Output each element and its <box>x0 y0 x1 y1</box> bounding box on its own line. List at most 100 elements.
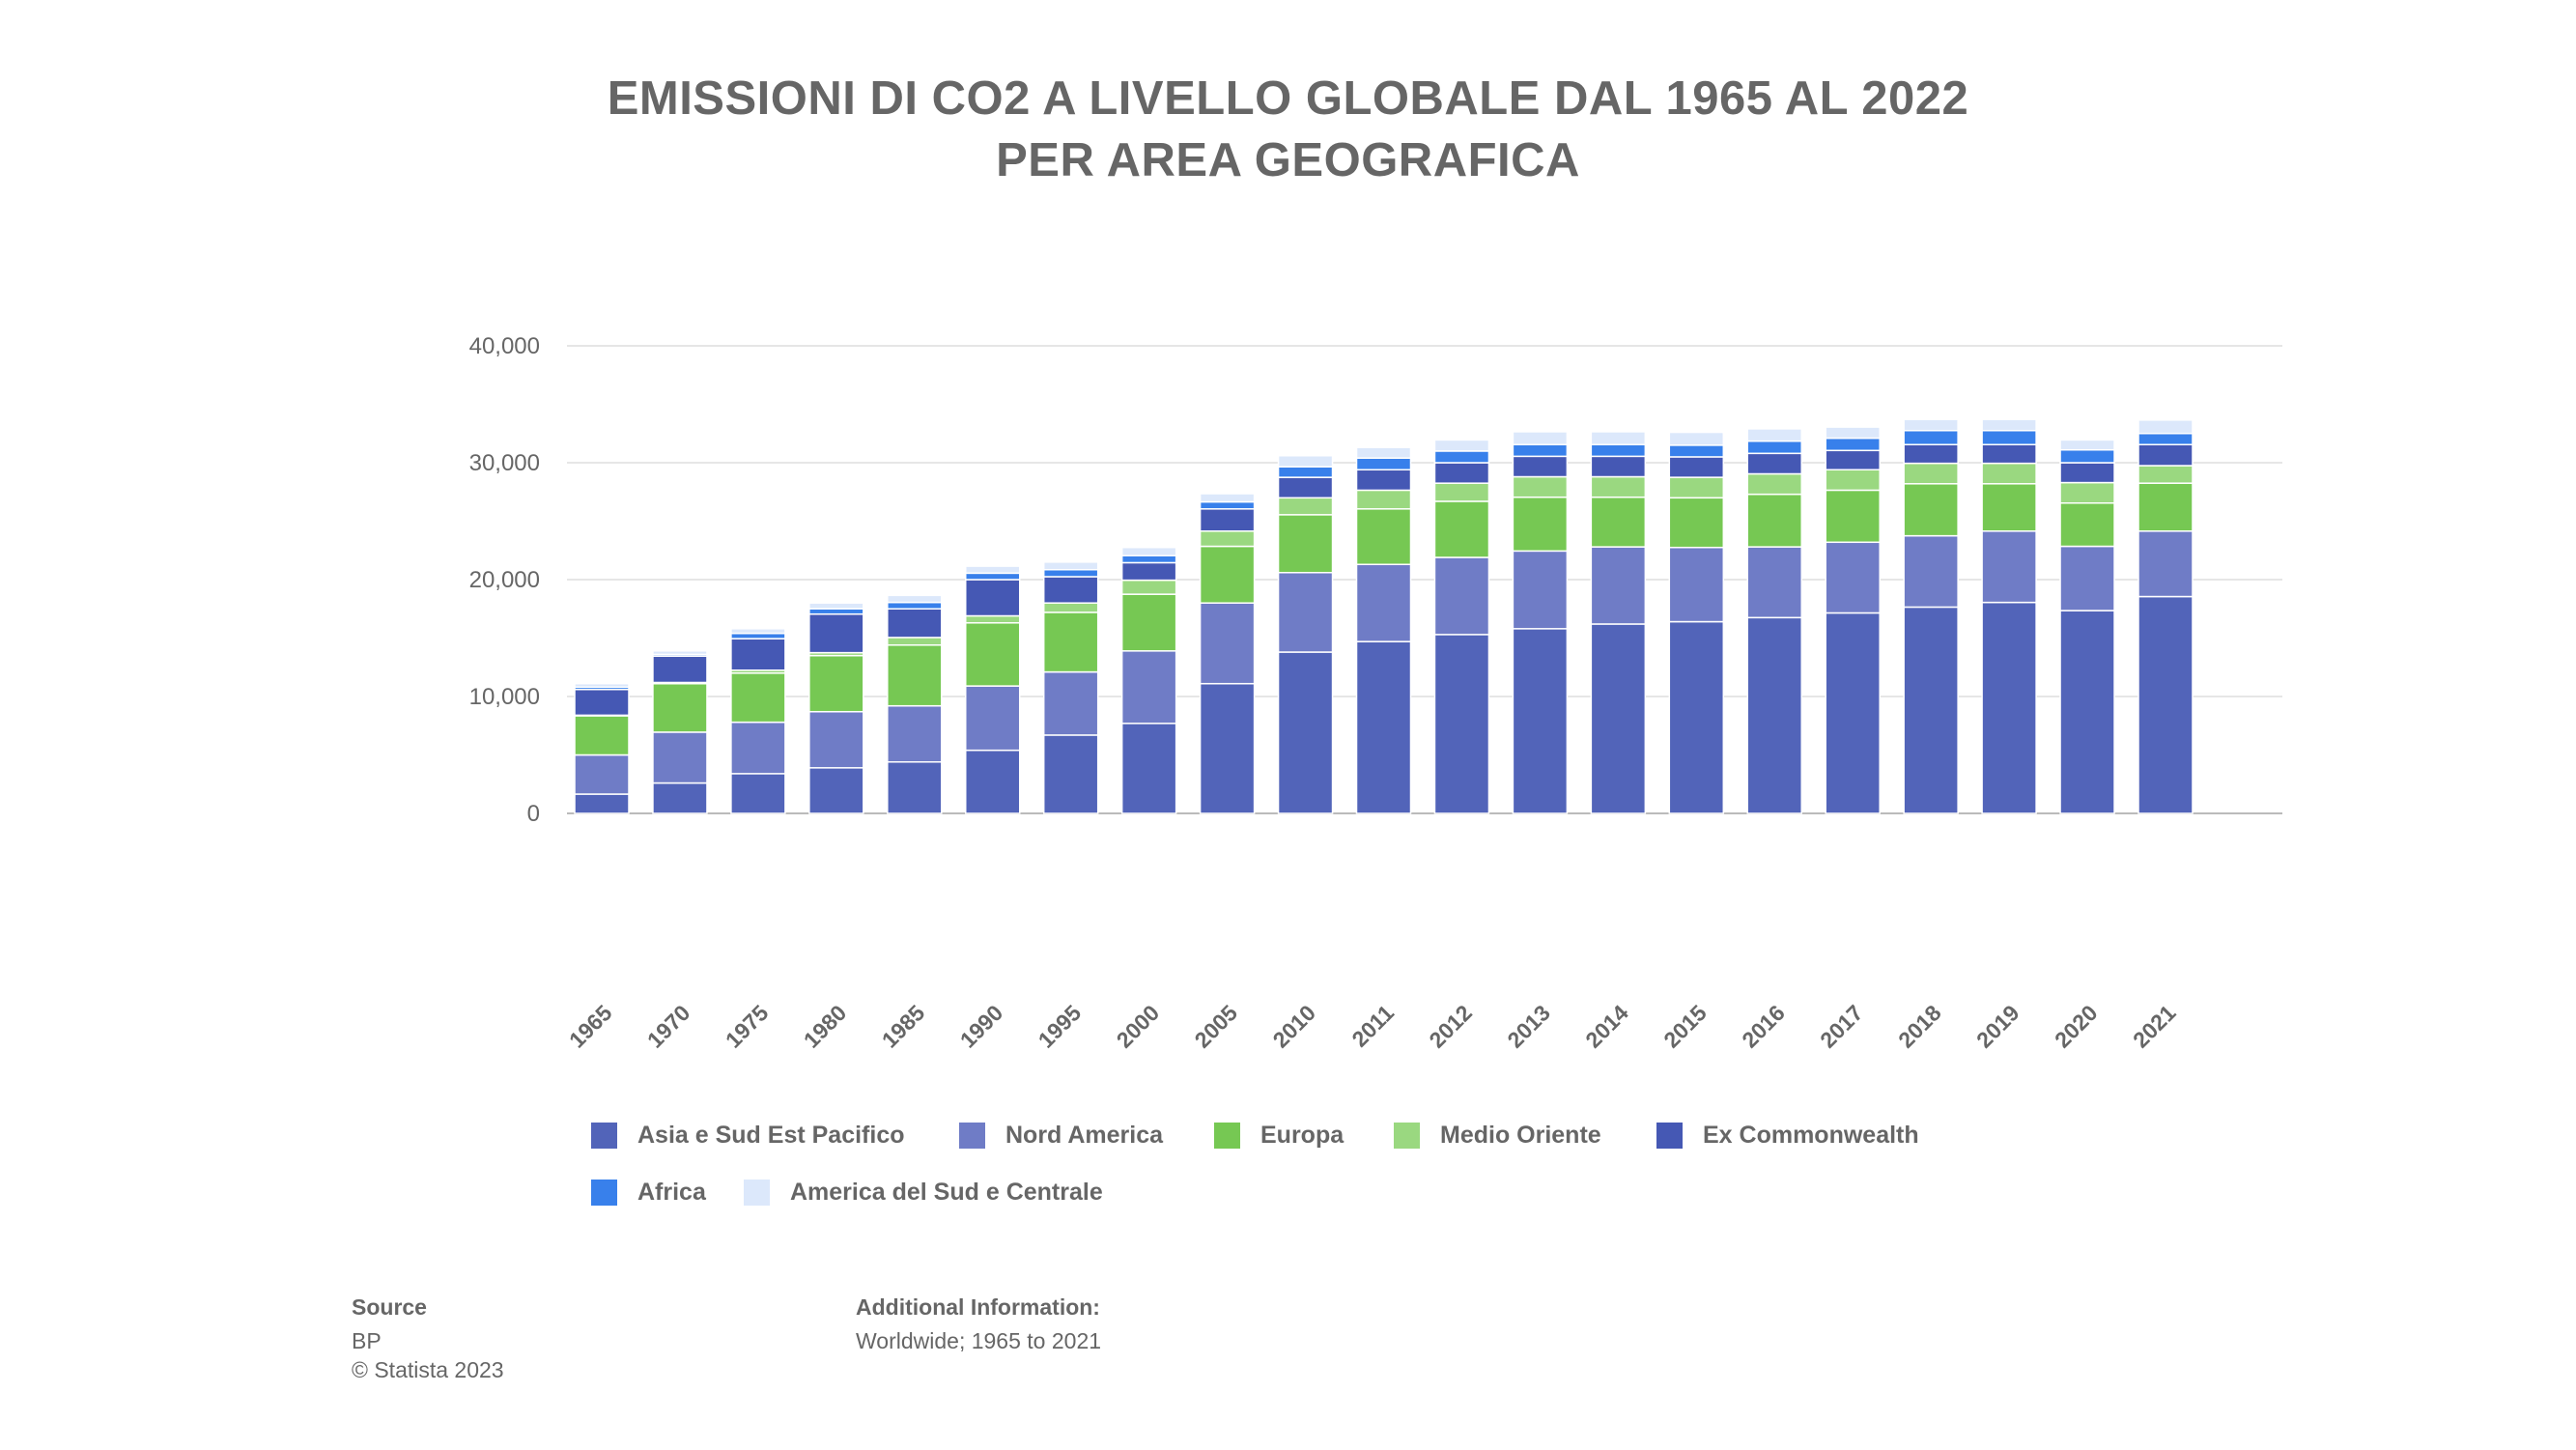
bar-segment[interactable] <box>2059 501 2115 548</box>
bar-segment[interactable] <box>808 612 864 654</box>
bar-segment[interactable] <box>1433 556 1490 636</box>
bar-segment[interactable] <box>1668 546 1725 623</box>
bar-segment[interactable] <box>1981 443 2037 465</box>
bar-segment[interactable] <box>1903 429 1959 445</box>
bar-segment[interactable] <box>1120 561 1177 582</box>
bar-segment[interactable] <box>1120 554 1177 564</box>
bar-segment[interactable] <box>965 685 1021 752</box>
bar-segment[interactable] <box>1042 561 1099 571</box>
bar-segment[interactable] <box>887 637 943 646</box>
bar-segment[interactable] <box>1825 541 1881 614</box>
bar-segment[interactable] <box>808 602 864 611</box>
bar-segment[interactable] <box>652 655 708 684</box>
bar-segment[interactable] <box>574 753 630 795</box>
bar-segment[interactable] <box>1042 734 1099 814</box>
bar-segment[interactable] <box>2059 545 2115 611</box>
bar-segment[interactable] <box>2137 443 2194 467</box>
bar-segment[interactable] <box>808 767 864 814</box>
bar-segment[interactable] <box>1825 469 1881 492</box>
bar-segment[interactable] <box>1355 563 1412 642</box>
bar-segment[interactable] <box>1355 446 1412 459</box>
bar-segment[interactable] <box>1120 546 1177 556</box>
bar-segment[interactable] <box>1903 483 1959 537</box>
bar-segment[interactable] <box>1199 530 1256 548</box>
bar-segment[interactable] <box>1590 496 1647 548</box>
bar-segment[interactable] <box>2137 465 2194 484</box>
bar-segment[interactable] <box>730 672 786 724</box>
bar-segment[interactable] <box>1746 452 1802 475</box>
bar-segment[interactable] <box>2059 462 2115 484</box>
bar-segment[interactable] <box>887 601 943 610</box>
bar-segment[interactable] <box>1903 534 1959 609</box>
bar-segment[interactable] <box>808 654 864 713</box>
legend-item[interactable]: America del Sud e Centrale <box>744 1179 1103 1207</box>
bar-segment[interactable] <box>1746 428 1802 442</box>
bar-segment[interactable] <box>730 632 786 640</box>
bar-segment[interactable] <box>1668 456 1725 478</box>
bar-segment[interactable] <box>730 638 786 671</box>
bar-segment[interactable] <box>808 710 864 769</box>
bar-segment[interactable] <box>1199 682 1256 814</box>
bar-segment[interactable] <box>1668 444 1725 458</box>
bar-segment[interactable] <box>887 761 943 814</box>
bar-segment[interactable] <box>2059 439 2115 451</box>
bar-segment[interactable] <box>1512 431 1569 445</box>
bar-segment[interactable] <box>1825 611 1881 814</box>
bar-segment[interactable] <box>730 773 786 814</box>
bar-segment[interactable] <box>1355 469 1412 492</box>
bar-segment[interactable] <box>965 572 1021 581</box>
legend-item[interactable]: Ex Commonwealth <box>1656 1122 1919 1150</box>
bar-segment[interactable] <box>1355 508 1412 566</box>
bar-segment[interactable] <box>1277 497 1334 516</box>
bar-segment[interactable] <box>1120 723 1177 814</box>
bar-segment[interactable] <box>1120 593 1177 652</box>
bar-segment[interactable] <box>1355 489 1412 510</box>
bar-segment[interactable] <box>730 628 786 635</box>
bar-segment[interactable] <box>574 793 630 814</box>
copyright[interactable]: © Statista 2023 <box>352 1357 504 1382</box>
bar-segment[interactable] <box>1746 440 1802 455</box>
bar-segment[interactable] <box>1277 476 1334 499</box>
bar-segment[interactable] <box>574 682 630 689</box>
bar-segment[interactable] <box>652 650 708 656</box>
bar-segment[interactable] <box>1590 443 1647 458</box>
bar-segment[interactable] <box>1668 497 1725 549</box>
bar-segment[interactable] <box>1433 450 1490 464</box>
bar-segment[interactable] <box>652 731 708 784</box>
bar-segment[interactable] <box>1512 455 1569 478</box>
bar-segment[interactable] <box>1903 418 1959 432</box>
bar-segment[interactable] <box>652 782 708 814</box>
bar-segment[interactable] <box>2059 610 2115 814</box>
bar-segment[interactable] <box>887 704 943 763</box>
bar-segment[interactable] <box>1512 550 1569 630</box>
bar-segment[interactable] <box>1433 482 1490 502</box>
bar-segment[interactable] <box>1433 439 1490 452</box>
bar-segment[interactable] <box>1825 449 1881 471</box>
bar-segment[interactable] <box>1981 462 2037 485</box>
bar-segment[interactable] <box>1355 640 1412 814</box>
bar-segment[interactable] <box>1277 514 1334 574</box>
bar-segment[interactable] <box>1825 489 1881 544</box>
bar-segment[interactable] <box>1590 623 1647 814</box>
bar-segment[interactable] <box>1277 571 1334 653</box>
bar-segment[interactable] <box>2137 482 2194 532</box>
bar-segment[interactable] <box>2059 448 2115 464</box>
bar-segment[interactable] <box>965 614 1021 624</box>
bar-segment[interactable] <box>1668 476 1725 499</box>
bar-segment[interactable] <box>2137 433 2194 445</box>
bar-segment[interactable] <box>1825 437 1881 452</box>
bar-segment[interactable] <box>1746 546 1802 619</box>
bar-segment[interactable] <box>652 682 708 733</box>
bar-segment[interactable] <box>1042 568 1099 578</box>
bar-segment[interactable] <box>1120 579 1177 595</box>
bar-segment[interactable] <box>1042 602 1099 613</box>
bar-segment[interactable] <box>1199 508 1256 532</box>
bar-segment[interactable] <box>887 644 943 707</box>
bar-segment[interactable] <box>1903 606 1959 814</box>
bar-segment[interactable] <box>1042 670 1099 736</box>
bar-segment[interactable] <box>1981 429 2037 445</box>
bar-segment[interactable] <box>2137 530 2194 598</box>
bar-segment[interactable] <box>1042 611 1099 673</box>
bar-segment[interactable] <box>965 622 1021 687</box>
bar-segment[interactable] <box>887 594 943 604</box>
